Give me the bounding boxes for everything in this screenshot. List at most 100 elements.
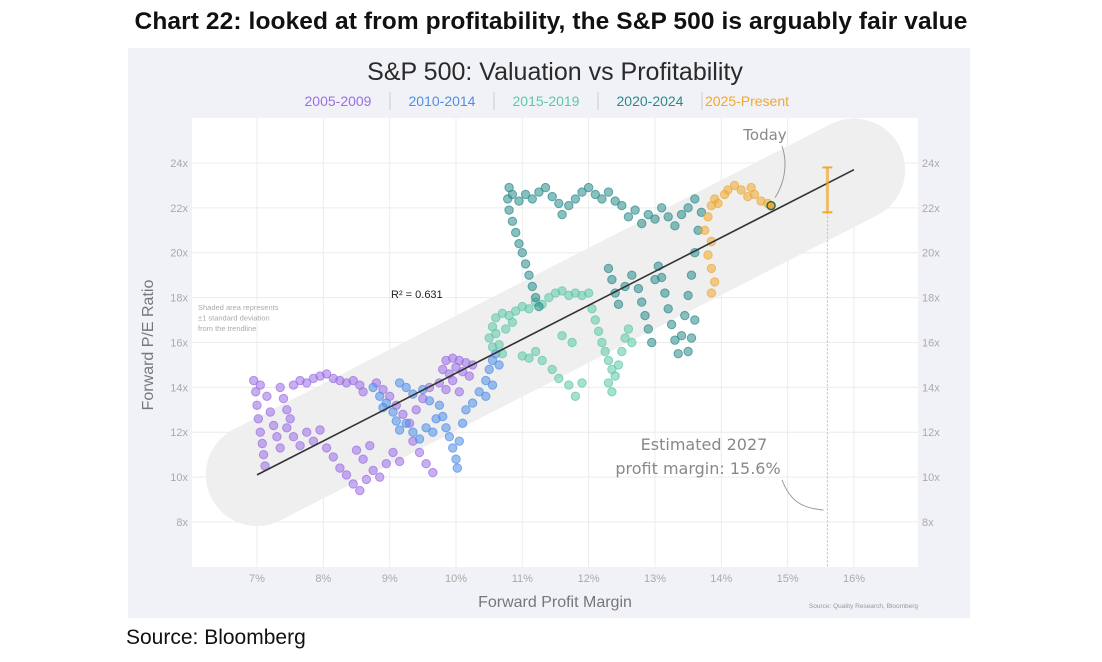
data-point <box>676 209 687 220</box>
data-point <box>554 198 564 209</box>
data-point <box>514 239 524 249</box>
data-point <box>252 400 262 410</box>
data-point <box>700 225 710 236</box>
data-point <box>448 375 458 386</box>
data-point <box>368 465 378 476</box>
data-point <box>394 456 405 467</box>
data-point <box>282 423 292 433</box>
data-point <box>454 436 464 446</box>
data-point <box>660 288 670 298</box>
data-point <box>643 209 653 220</box>
legend-item-2025-Present: 2025-Present <box>705 93 789 109</box>
data-point <box>663 212 673 222</box>
data-point <box>484 333 494 343</box>
data-point <box>361 474 372 485</box>
data-point <box>534 301 544 312</box>
data-point <box>249 375 259 386</box>
data-point <box>428 467 438 478</box>
data-point <box>666 319 677 330</box>
data-point <box>520 259 531 269</box>
data-point <box>736 185 746 195</box>
data-point <box>381 459 391 469</box>
data-point <box>438 364 448 375</box>
data-point <box>713 198 723 209</box>
chart-source: Source: Quality Research, Bloomberg <box>809 603 918 610</box>
data-point <box>507 216 518 227</box>
data-point <box>302 378 312 388</box>
data-point <box>749 189 760 200</box>
x-tick-label: 11% <box>512 573 533 585</box>
data-point <box>564 200 574 211</box>
data-point <box>278 393 289 404</box>
series-2025-Present <box>700 180 773 298</box>
data-point <box>610 371 620 381</box>
data-point <box>348 375 358 386</box>
x-tick-label: 7% <box>249 573 265 585</box>
data-point <box>627 270 637 280</box>
y-tick-label-right: 24x <box>922 158 940 170</box>
data-point <box>570 391 581 401</box>
data-point <box>557 286 567 296</box>
data-point <box>391 416 401 426</box>
data-point <box>640 310 650 321</box>
data-point <box>358 454 368 464</box>
data-point <box>623 324 634 334</box>
data-point <box>481 375 491 386</box>
data-point <box>607 387 617 397</box>
data-point <box>444 432 455 442</box>
data-point <box>341 470 352 480</box>
data-point <box>729 180 740 191</box>
data-point <box>690 315 700 325</box>
data-point <box>265 407 275 417</box>
data-point <box>401 418 411 428</box>
data-point <box>637 297 647 307</box>
today-label: Today <box>742 126 787 144</box>
series-2010-2014 <box>368 349 504 473</box>
data-point <box>365 441 375 451</box>
data-point <box>647 337 657 348</box>
data-point <box>511 227 521 238</box>
data-point <box>348 479 358 489</box>
data-point <box>448 443 458 453</box>
data-point <box>683 290 693 301</box>
data-point <box>630 205 640 215</box>
data-point <box>275 443 285 453</box>
legend-item-2005-2009: 2005-2009 <box>305 93 372 109</box>
y-tick-label-right: 22x <box>922 203 940 215</box>
data-point <box>547 191 557 202</box>
data-point <box>676 331 687 341</box>
data-point <box>328 452 338 462</box>
data-point <box>441 423 451 433</box>
data-point <box>514 196 524 206</box>
data-point <box>673 349 683 359</box>
data-point <box>491 328 501 339</box>
data-point <box>524 353 534 363</box>
axes: 7% 8% 9% 10% 11% 12% 13% 14% 15% 16% 8x 8x 10x 10x 12x… <box>170 158 940 585</box>
data-point <box>368 382 378 393</box>
data-point <box>617 200 627 211</box>
data-point <box>321 443 332 453</box>
data-point <box>567 337 577 348</box>
y-tick-label-left: 8x <box>176 517 188 529</box>
data-point <box>656 203 667 213</box>
data-point <box>680 310 690 321</box>
data-point <box>484 364 494 375</box>
data-point <box>501 324 511 334</box>
data-point <box>315 425 325 435</box>
y-tick-label-left: 16x <box>170 337 188 349</box>
x-tick-label: 16% <box>843 573 865 585</box>
legend: 2005-2009 2010-2014 2015-2019 2020-2024 2025… <box>305 92 789 110</box>
data-point <box>620 333 630 343</box>
x-tick-label: 15% <box>777 573 799 585</box>
data-point <box>398 409 408 419</box>
data-point <box>537 355 547 366</box>
data-point <box>358 387 368 397</box>
data-point <box>481 391 491 401</box>
data-point <box>285 414 295 424</box>
data-point <box>690 194 700 204</box>
data-point <box>275 382 285 393</box>
data-point <box>414 434 425 444</box>
data-point <box>272 432 282 442</box>
data-point <box>511 306 521 316</box>
